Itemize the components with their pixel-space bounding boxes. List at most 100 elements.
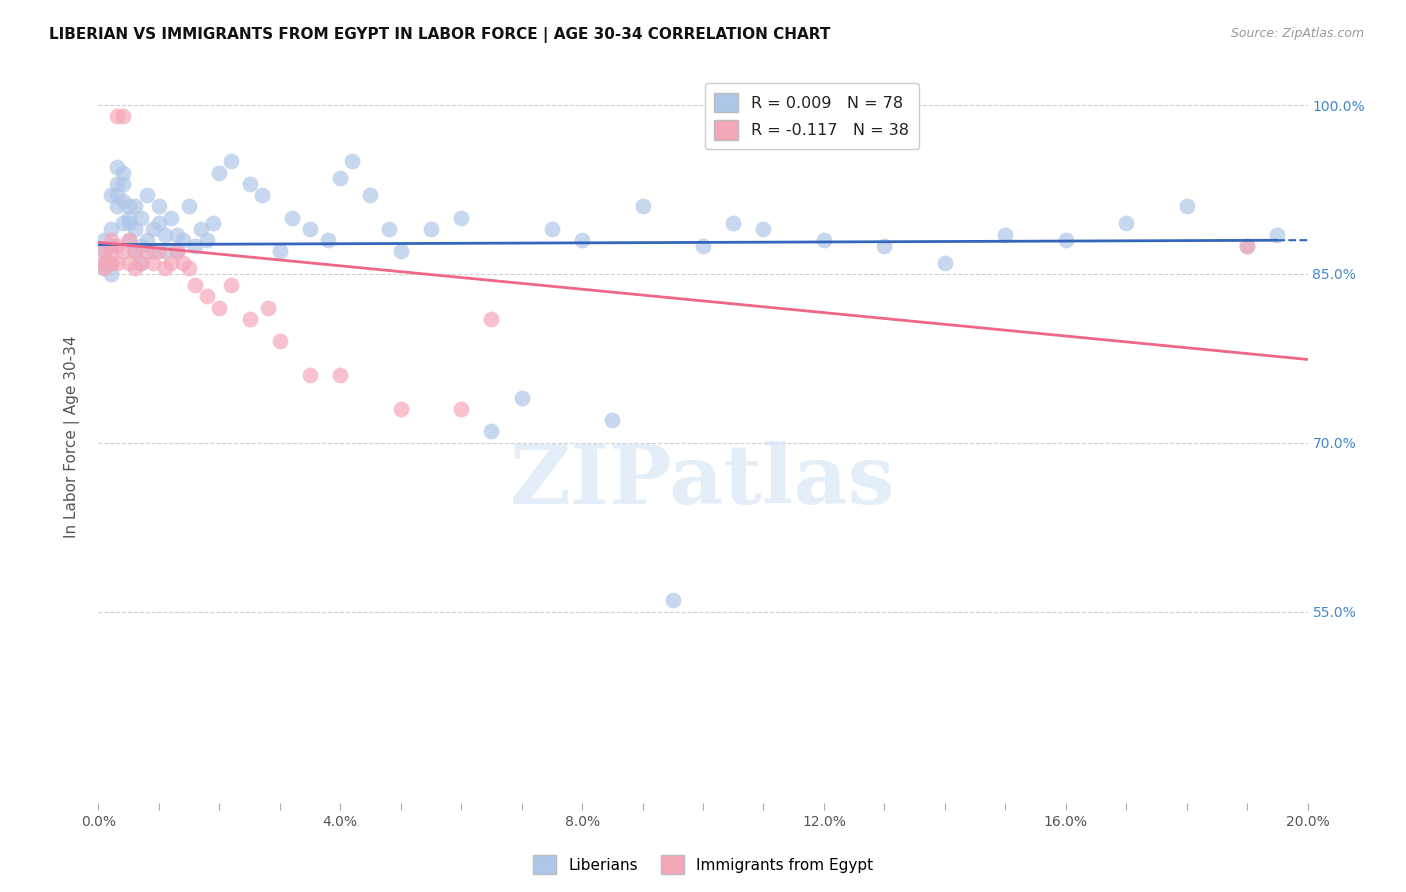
Point: [184, 239, 207, 253]
Point: [148, 199, 170, 213]
Point: [1236, 239, 1258, 253]
Point: [190, 222, 212, 236]
Point: [124, 222, 146, 236]
Legend: Liberians, Immigrants from Egypt: Liberians, Immigrants from Egypt: [527, 849, 879, 880]
Point: [195, 289, 218, 303]
Point: [179, 199, 201, 213]
Point: [111, 244, 134, 259]
Point: [420, 222, 443, 236]
Y-axis label: In Labor Force | Age 30-34: In Labor Force | Age 30-34: [63, 335, 80, 539]
Point: [723, 216, 745, 230]
Point: [166, 244, 188, 259]
Point: [100, 188, 122, 202]
Point: [105, 109, 128, 123]
Point: [142, 222, 165, 236]
Point: [1175, 199, 1198, 213]
Point: [239, 312, 262, 326]
Point: [481, 425, 503, 439]
Point: [111, 177, 134, 191]
Point: [153, 261, 176, 276]
Point: [602, 413, 624, 427]
Point: [142, 244, 165, 259]
Point: [100, 233, 122, 247]
Point: [172, 255, 194, 269]
Point: [118, 211, 141, 225]
Point: [1267, 227, 1289, 242]
Point: [105, 177, 128, 191]
Point: [105, 160, 128, 174]
Point: [269, 244, 291, 259]
Point: [281, 211, 304, 225]
Point: [179, 261, 201, 276]
Point: [540, 222, 562, 236]
Point: [153, 227, 176, 242]
Point: [184, 278, 207, 293]
Point: [994, 227, 1017, 242]
Point: [377, 222, 399, 236]
Point: [172, 233, 194, 247]
Point: [316, 233, 339, 247]
Point: [631, 199, 654, 213]
Point: [100, 222, 122, 236]
Point: [239, 177, 262, 191]
Point: [129, 239, 152, 253]
Point: [129, 211, 152, 225]
Point: [93, 261, 115, 276]
Point: [100, 244, 122, 259]
Point: [111, 166, 134, 180]
Text: Source: ZipAtlas.com: Source: ZipAtlas.com: [1230, 27, 1364, 40]
Point: [124, 244, 146, 259]
Point: [118, 255, 141, 269]
Point: [329, 368, 352, 383]
Point: [195, 233, 218, 247]
Point: [105, 199, 128, 213]
Point: [160, 211, 183, 225]
Point: [111, 216, 134, 230]
Point: [118, 199, 141, 213]
Point: [752, 222, 775, 236]
Point: [221, 154, 243, 169]
Point: [389, 401, 412, 416]
Point: [166, 244, 188, 259]
Point: [208, 301, 231, 315]
Point: [450, 401, 472, 416]
Point: [148, 244, 170, 259]
Point: [208, 166, 231, 180]
Point: [153, 244, 176, 259]
Point: [135, 233, 157, 247]
Point: [100, 239, 122, 253]
Point: [105, 188, 128, 202]
Point: [269, 334, 291, 349]
Point: [93, 255, 115, 269]
Point: [142, 255, 165, 269]
Text: LIBERIAN VS IMMIGRANTS FROM EGYPT IN LABOR FORCE | AGE 30-34 CORRELATION CHART: LIBERIAN VS IMMIGRANTS FROM EGYPT IN LAB…: [49, 27, 831, 43]
Point: [661, 593, 683, 607]
Point: [221, 278, 243, 293]
Point: [111, 109, 134, 123]
Point: [118, 233, 141, 247]
Point: [135, 188, 157, 202]
Point: [510, 391, 533, 405]
Point: [93, 261, 115, 276]
Point: [135, 244, 157, 259]
Point: [329, 171, 352, 186]
Point: [124, 244, 146, 259]
Point: [202, 216, 225, 230]
Point: [571, 233, 593, 247]
Point: [1054, 233, 1077, 247]
Point: [692, 239, 714, 253]
Text: ZIPatlas: ZIPatlas: [510, 441, 896, 521]
Point: [256, 301, 278, 315]
Point: [118, 233, 141, 247]
Point: [124, 199, 146, 213]
Point: [450, 211, 472, 225]
Point: [100, 255, 122, 269]
Point: [873, 239, 896, 253]
Point: [934, 255, 956, 269]
Point: [129, 255, 152, 269]
Point: [299, 222, 322, 236]
Point: [118, 216, 141, 230]
Point: [105, 255, 128, 269]
Point: [100, 267, 122, 281]
Point: [105, 239, 128, 253]
